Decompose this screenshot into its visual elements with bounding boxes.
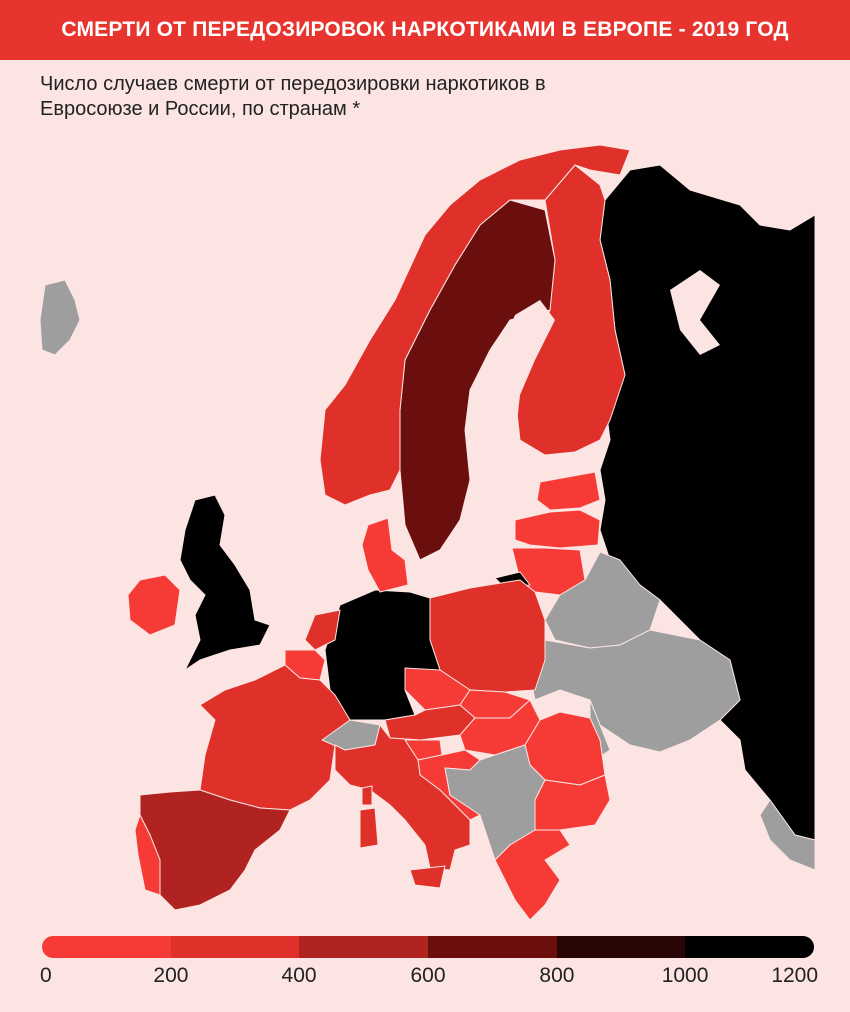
region-turkey <box>759 799 816 871</box>
page-title: СМЕРТИ ОТ ПЕРЕДОЗИРОВОК НАРКОТИКАМИ В ЕВ… <box>61 18 789 41</box>
region-bulgaria <box>534 774 611 831</box>
legend-tick-400: 400 <box>281 964 317 987</box>
region-portugal <box>134 814 161 896</box>
region-ukraine <box>529 629 741 753</box>
subtitle-line-1: Число случаев смерти от передозировки на… <box>40 73 546 95</box>
region-corsica <box>361 785 373 806</box>
legend-tick-1000: 1000 <box>661 964 709 987</box>
legend-color-scale <box>42 936 814 958</box>
seas <box>470 270 720 470</box>
region-spain <box>139 789 291 911</box>
legend-tick-1200: 1200 <box>771 964 819 987</box>
legend-tick-0: 0 <box>40 964 52 987</box>
europe-map <box>39 144 816 921</box>
legend-segment-1000-1200 <box>685 936 814 958</box>
legend-segment-800-1000 <box>556 936 686 958</box>
region-latvia <box>514 509 601 549</box>
legend-tick-600: 600 <box>410 964 446 987</box>
region-sardinia <box>359 807 379 849</box>
legend-tick-200: 200 <box>153 964 189 987</box>
region-norway <box>319 144 631 506</box>
region-belarus <box>544 551 661 649</box>
subtitle-line-2: Евросоюзе и России, по странам * <box>40 98 361 120</box>
subtitle: Число случаев смерти от передозировки на… <box>40 72 760 122</box>
legend-tick-800: 800 <box>539 964 575 987</box>
region-sicily <box>409 865 446 889</box>
region-greece <box>494 829 571 921</box>
region-united-kingdom <box>179 494 271 671</box>
legend-segment-200-400 <box>170 936 300 958</box>
region-italy <box>334 724 471 871</box>
title-bar: СМЕРТИ ОТ ПЕРЕДОЗИРОВОК НАРКОТИКАМИ В ЕВ… <box>0 0 850 60</box>
white-sea <box>670 270 720 355</box>
region-denmark <box>361 517 409 593</box>
legend-segment-0-200 <box>42 936 171 958</box>
gulf-of-bothnia <box>470 300 555 470</box>
region-ireland <box>127 574 181 636</box>
legend-ticks: 0 200 400 600 800 1000 1200 <box>40 964 818 990</box>
region-estonia <box>536 471 601 511</box>
region-germany <box>324 589 441 721</box>
region-iceland <box>39 279 81 356</box>
legend-segment-400-600 <box>299 936 429 958</box>
region-france <box>199 664 351 811</box>
region-netherlands <box>304 609 341 651</box>
legend-segment-600-800 <box>428 936 557 958</box>
